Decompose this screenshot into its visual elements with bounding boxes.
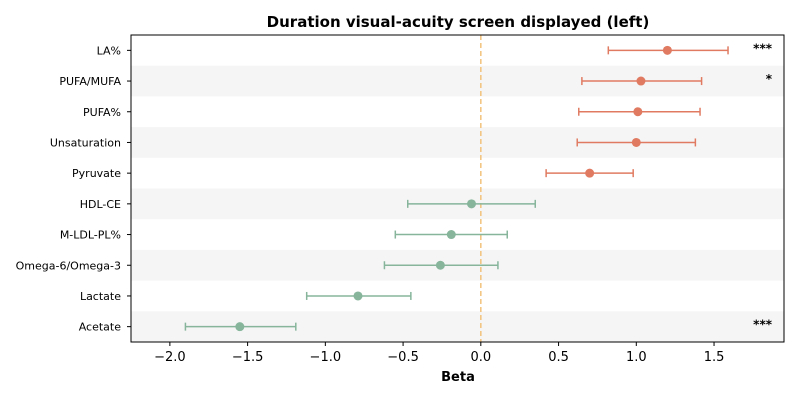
y-tick-label: Acetate: [79, 321, 122, 334]
y-tick-label: Unsaturation: [50, 136, 121, 149]
beta-point: [353, 291, 363, 301]
x-tick-label: 0.0: [470, 350, 491, 365]
forest-row: Lactate: [80, 290, 412, 303]
beta-point: [466, 199, 476, 209]
forest-row: PUFA%: [83, 106, 701, 119]
beta-point: [435, 260, 445, 270]
x-tick-label: 1.0: [626, 350, 647, 365]
beta-point: [633, 107, 643, 117]
rows: LA% *** PUFA/MUFA * PUFA% Unsaturation Pyruvat…: [16, 41, 773, 333]
x-tick-label: −0.5: [387, 350, 419, 365]
x-axis-label: Beta: [441, 370, 475, 385]
significance-marker: ***: [753, 318, 773, 332]
significance-marker: *: [766, 72, 773, 86]
x-tick-label: −1.5: [232, 350, 264, 365]
y-tick-label: HDL-CE: [80, 198, 121, 211]
beta-point: [636, 76, 646, 86]
y-tick-label: PUFA/MUFA: [59, 75, 121, 88]
y-tick-label: Omega-6/Omega-3: [16, 259, 121, 272]
forest-row: Unsaturation: [50, 136, 697, 149]
x-tick-label: −1.0: [310, 350, 342, 365]
forest-row: Omega-6/Omega-3: [16, 259, 499, 272]
forest-row: M-LDL-PL%: [60, 229, 509, 242]
y-tick-label: Lactate: [80, 290, 121, 303]
beta-point: [662, 45, 672, 55]
forest-row: HDL-CE: [80, 198, 536, 211]
forest-row: PUFA/MUFA *: [59, 72, 772, 88]
chart-title: Duration visual-acuity screen displayed …: [267, 13, 650, 31]
plot-frame: [130, 34, 785, 343]
y-tick-label: LA%: [97, 44, 121, 57]
y-tick-label: Pyruvate: [72, 167, 121, 180]
forest-row: Acetate ***: [79, 318, 773, 334]
significance-marker: ***: [753, 41, 773, 55]
y-tick-label: M-LDL-PL%: [60, 229, 121, 242]
beta-point: [446, 230, 456, 240]
x-tick-label: 0.5: [548, 350, 569, 365]
forest-row: LA% ***: [97, 41, 773, 57]
beta-point: [631, 137, 641, 147]
x-tick-label: 1.5: [704, 350, 725, 365]
x-axis: −2.0 −1.5 −1.0 −0.5 0.0 0.5 1.0 1.5: [154, 342, 724, 365]
y-tick-label: PUFA%: [83, 106, 121, 119]
beta-point: [585, 168, 595, 178]
x-tick-label: −2.0: [154, 350, 186, 365]
beta-point: [235, 322, 245, 332]
forest-row: Pyruvate: [72, 167, 634, 180]
